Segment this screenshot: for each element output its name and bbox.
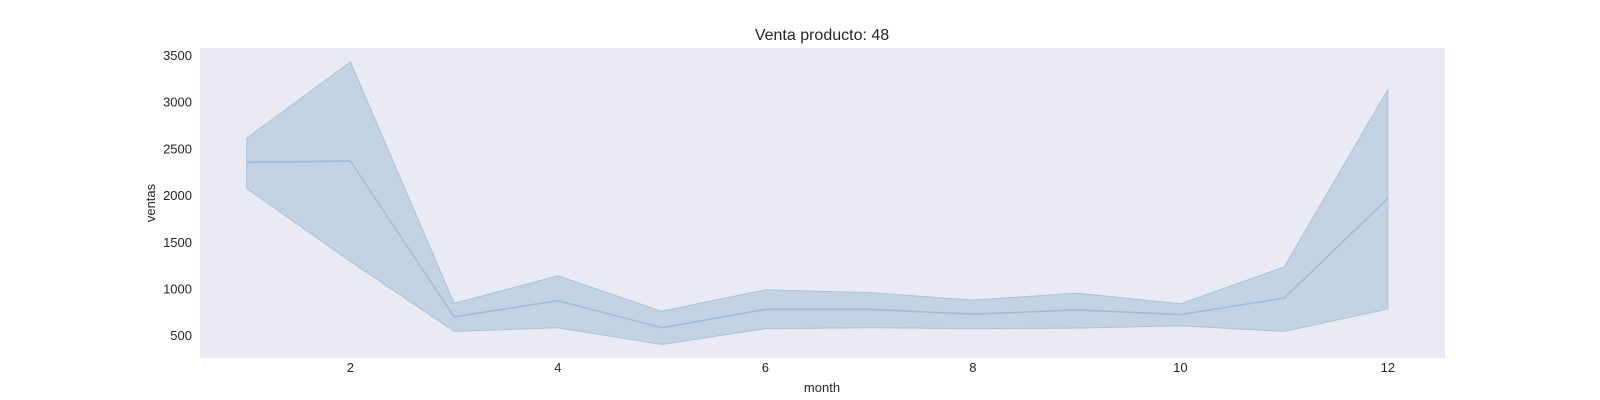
x-tick-label: 12: [1381, 360, 1395, 375]
x-tick-label: 10: [1173, 360, 1187, 375]
y-tick-label: 2000: [163, 188, 192, 203]
y-tick-label: 3500: [163, 48, 192, 63]
y-tick-label: 500: [170, 328, 192, 343]
x-tick-label: 6: [762, 360, 769, 375]
y-axis-label: ventas: [143, 183, 158, 222]
confidence-band: [246, 61, 1389, 346]
x-tick-label: 8: [969, 360, 976, 375]
y-tick-label: 3000: [163, 95, 192, 110]
y-tick-label: 1000: [163, 281, 192, 296]
chart-title: Venta producto: 48: [755, 27, 889, 44]
x-axis-label: month: [804, 380, 840, 395]
x-tick-label: 2: [347, 360, 354, 375]
series-line: [246, 160, 1389, 329]
y-tick-label: 1500: [163, 235, 192, 250]
x-axis-ticks: 2 4 6 8 10 12: [347, 360, 1395, 375]
y-tick-label: 2500: [163, 141, 192, 156]
x-tick-label: 4: [554, 360, 561, 375]
y-axis-ticks: 500 1000 1500 2000 2500 3000 3500: [163, 48, 192, 343]
